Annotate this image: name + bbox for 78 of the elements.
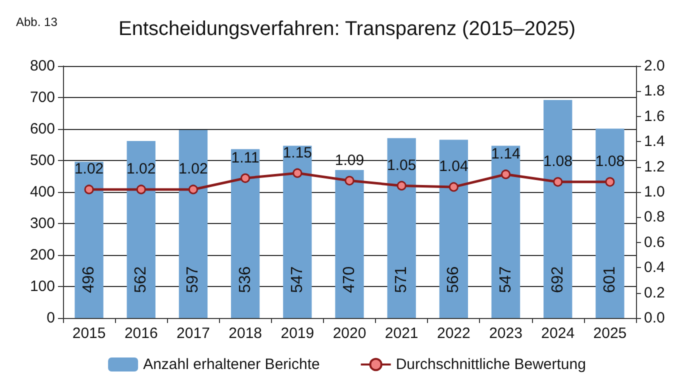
y-tick-label: 600	[30, 120, 55, 138]
data-label: 597	[184, 266, 202, 293]
point	[136, 184, 146, 194]
x-tick-label: 2020	[332, 325, 366, 342]
x-tick-label: 2017	[176, 325, 210, 342]
bar	[544, 100, 572, 318]
x-tick-label: 2025	[593, 325, 627, 342]
data-label: 1.14	[491, 146, 520, 163]
x-tick-label: 2015	[72, 325, 106, 342]
data-label: 547	[288, 266, 306, 293]
bar	[439, 140, 468, 318]
bar	[596, 128, 624, 318]
x-tick-label: 2016	[124, 325, 158, 342]
chart-title: Entscheidungsverfahren: Transparenz (2015–2025)	[118, 18, 576, 40]
data-label: 1.08	[543, 153, 572, 170]
point	[501, 170, 511, 180]
data-label: 1.11	[231, 149, 260, 166]
data-label: 692	[549, 266, 566, 293]
y2-tick-label: 1.6	[644, 108, 665, 125]
y-tick-label: 200	[30, 246, 55, 264]
point	[396, 180, 406, 190]
data-label: 547	[497, 266, 514, 293]
x-tick-label: 2023	[489, 325, 522, 342]
y2-tick-label: 0.4	[644, 259, 665, 276]
data-label: 562	[132, 266, 150, 293]
data-label: 601	[601, 266, 618, 293]
data-label: 496	[80, 266, 98, 293]
bar	[387, 138, 416, 318]
y-tick-label: 300	[30, 215, 55, 232]
bar	[126, 140, 156, 318]
x-tick-label: 2021	[384, 325, 418, 342]
data-label: 1.02	[126, 160, 156, 178]
x-tick-label: 2018	[228, 325, 262, 342]
point	[605, 177, 615, 187]
data-label: 470	[341, 266, 358, 293]
data-label: 1.05	[386, 156, 416, 174]
point	[188, 184, 198, 194]
point	[84, 184, 94, 194]
bar	[335, 170, 364, 318]
bar	[74, 162, 104, 318]
caption: Abb. 13	[16, 15, 58, 29]
legend-label: Anzahl erhaltener Berichte	[143, 356, 320, 373]
data-label: 536	[236, 266, 254, 293]
bar	[491, 146, 520, 318]
y-tick-label: 700	[30, 89, 55, 106]
point	[344, 176, 354, 186]
y-tick-label: 400	[30, 184, 55, 200]
x-tick-label: 2022	[436, 325, 470, 342]
point	[448, 182, 458, 192]
bar	[178, 130, 208, 318]
x-tick-label: 2019	[280, 325, 314, 342]
y2-tick-label: 1.0	[644, 184, 665, 200]
data-label: 1.02	[178, 160, 208, 178]
data-label: 571	[393, 266, 410, 293]
y2-tick-label: 0.0	[644, 310, 665, 326]
data-label: 1.08	[595, 153, 625, 170]
point	[240, 173, 250, 183]
y2-tick-label: 1.4	[644, 133, 665, 150]
y2-tick-label: 2.0	[644, 58, 665, 74]
bar	[283, 146, 312, 318]
x-tick-label: 2024	[541, 325, 575, 342]
y-tick-label: 500	[30, 152, 55, 169]
y2-tick-label: 0.6	[644, 234, 665, 251]
data-label: 1.02	[74, 160, 104, 178]
bar	[230, 149, 260, 318]
data-label: 566	[445, 266, 462, 293]
y2-tick-label: 1.8	[644, 82, 665, 100]
y-tick-label: 0	[46, 310, 55, 326]
point	[553, 177, 563, 187]
y2-tick-label: 1.2	[644, 158, 665, 176]
legend-label: Durchschnittliche Bewertung	[396, 356, 586, 373]
data-label: 1.04	[439, 158, 468, 176]
y-tick-label: 100	[30, 278, 55, 295]
y2-tick-label: 0.2	[644, 284, 665, 302]
y-tick-label: 800	[30, 58, 55, 74]
point	[292, 168, 302, 178]
data-label: 1.15	[282, 144, 312, 162]
y2-tick-label: 0.8	[644, 208, 665, 226]
